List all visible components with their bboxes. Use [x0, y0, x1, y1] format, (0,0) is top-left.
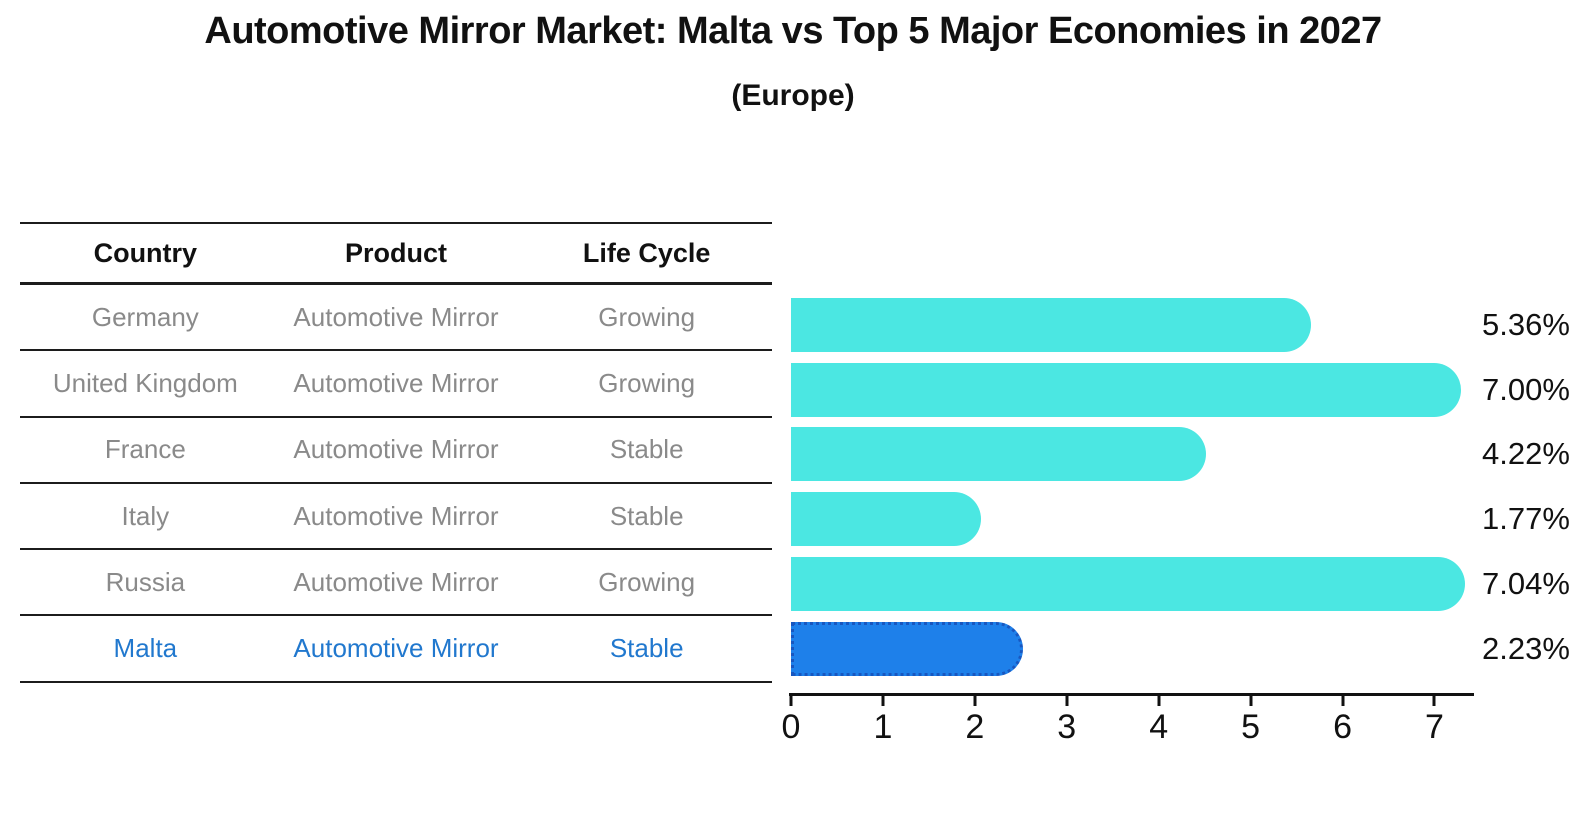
lifecycle-cell: Growing: [598, 367, 696, 398]
value-label-france: 4.22%: [1482, 436, 1570, 472]
header-country: Country: [93, 237, 198, 268]
table-row-germany: Germany Automotive Mirror Growing: [20, 285, 772, 352]
country-cell: United Kingdom: [52, 367, 238, 398]
table-row-france: France Automotive Mirror Stable: [20, 418, 772, 484]
product-cell: Automotive Mirror: [293, 367, 499, 398]
country-cell: Italy: [121, 500, 170, 531]
value-label-russia: 7.04%: [1482, 565, 1570, 601]
x-axis-tick-label-3: 3: [1057, 708, 1077, 746]
lifecycle-cell: Stable: [609, 500, 684, 531]
country-cell: Malta: [113, 633, 178, 664]
x-axis-tick-4: [1157, 693, 1161, 706]
lifecycle-cell: Growing: [598, 301, 696, 332]
table-row-russia: Russia Automotive Mirror Growing: [20, 550, 772, 617]
x-axis-line: [789, 693, 1474, 696]
x-axis-tick-label-5: 5: [1241, 708, 1261, 746]
x-axis-tick-label-2: 2: [965, 708, 985, 746]
x-axis-tick-2: [973, 693, 977, 706]
page-subtitle: (Europe): [731, 79, 855, 112]
lifecycle-cell: Stable: [609, 633, 684, 664]
x-axis-tick-label-4: 4: [1149, 708, 1169, 746]
page-title: Automotive Mirror Market: Malta vs Top 5…: [204, 10, 1382, 52]
product-cell: Automotive Mirror: [293, 434, 499, 465]
x-axis-tick-1: [881, 693, 885, 706]
table-row-malta: Malta Automotive Mirror Stable: [20, 616, 772, 683]
country-cell: Germany: [91, 301, 199, 332]
x-axis-tick-5: [1249, 693, 1253, 706]
product-cell: Automotive Mirror: [293, 301, 499, 332]
product-cell: Automotive Mirror: [293, 500, 499, 531]
bar-germany: [791, 298, 1311, 352]
bar-italy: [791, 492, 981, 547]
table-body: Germany Automotive Mirror Growing United Ki…: [20, 285, 772, 683]
header-lifecycle: Life Cycle: [582, 237, 711, 268]
x-axis-tick-label-6: 6: [1333, 708, 1353, 746]
lifecycle-cell: Stable: [609, 434, 684, 465]
x-axis-tick-7: [1432, 693, 1436, 706]
product-cell: Automotive Mirror: [293, 566, 499, 597]
value-label-germany: 5.36%: [1482, 307, 1570, 342]
x-axis-tick-3: [1065, 693, 1069, 706]
lifecycle-cell: Growing: [598, 566, 696, 597]
value-label-united-kingdom: 7.00%: [1482, 371, 1570, 407]
header-product: Product: [345, 237, 448, 268]
country-table: Country Product Life Cycle Germany Automo…: [20, 222, 772, 683]
bar-united-kingdom: [791, 362, 1462, 417]
x-axis-tick-label-7: 7: [1425, 708, 1444, 746]
value-label-malta: 2.23%: [1482, 630, 1570, 666]
bar-france: [791, 427, 1206, 482]
value-label-italy: 1.77%: [1482, 501, 1570, 537]
table-row-united-kingdom: United Kingdom Automotive Mirror Growing: [20, 351, 772, 418]
table-row-italy: Italy Automotive Mirror Stable: [20, 484, 772, 551]
x-axis-tick-0: [789, 693, 793, 706]
x-axis-tick-6: [1341, 693, 1345, 706]
country-cell: Russia: [105, 566, 186, 597]
country-cell: France: [104, 434, 186, 465]
x-axis-tick-label-0: 0: [781, 708, 801, 746]
product-cell: Automotive Mirror: [293, 633, 499, 664]
bar-russia: [791, 556, 1466, 611]
table-header-row: Country Product Life Cycle: [20, 224, 772, 285]
x-axis-tick-label-1: 1: [873, 708, 893, 746]
bar-malta: [791, 621, 1023, 676]
